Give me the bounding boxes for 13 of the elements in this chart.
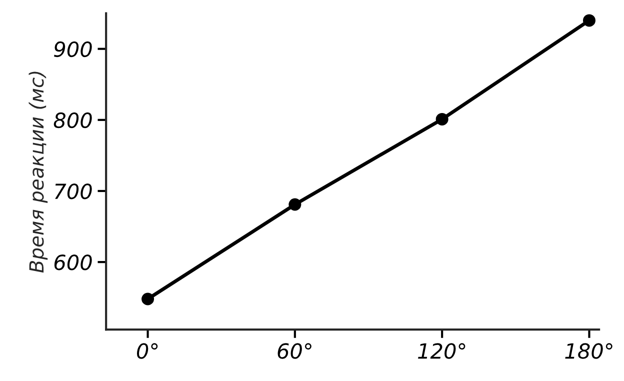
y-tick-label: 900 bbox=[54, 41, 92, 58]
point bbox=[142, 292, 154, 306]
y-tick-label: 800 bbox=[54, 112, 92, 128]
y-tick-label: 700 bbox=[55, 183, 92, 200]
x-tick-label: 180° bbox=[565, 343, 612, 359]
y-axis-title: Время реакции (мс) bbox=[28, 72, 48, 273]
x-tick-label: 120° bbox=[418, 343, 466, 359]
point bbox=[582, 14, 596, 27]
x-tick-label: 0° bbox=[136, 343, 158, 359]
point bbox=[288, 198, 302, 211]
point bbox=[436, 112, 448, 126]
x-tick-label: 60° bbox=[278, 343, 312, 359]
y-tick-label: 600 bbox=[54, 254, 92, 270]
